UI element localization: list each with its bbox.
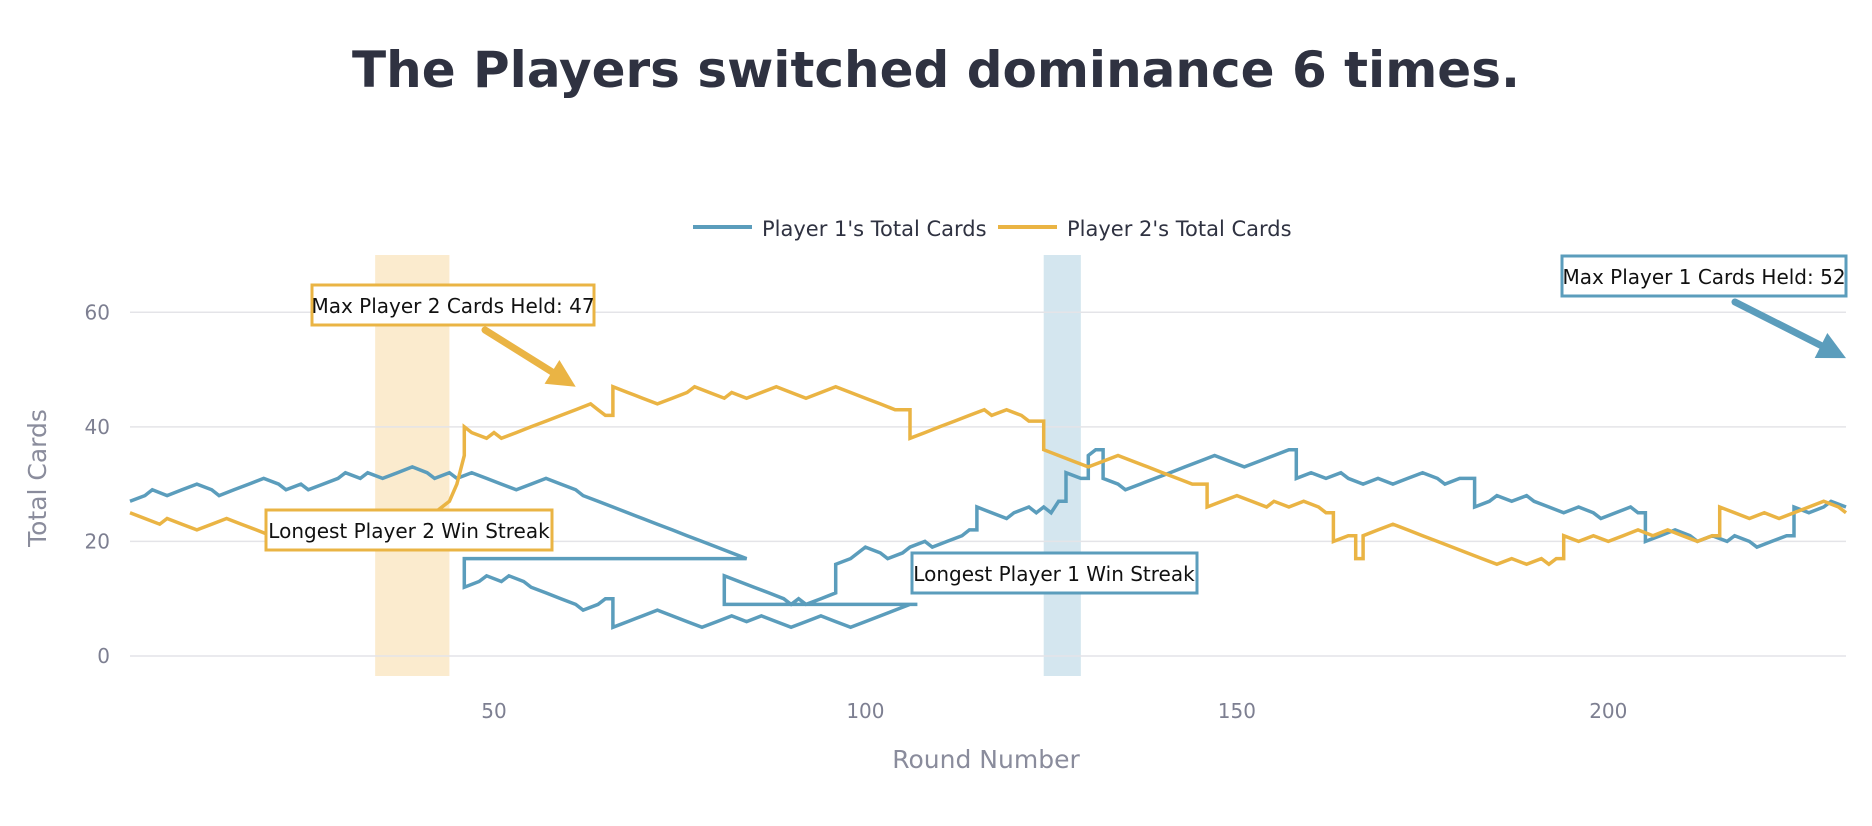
legend-label-player2: Player 2's Total Cards (1067, 217, 1292, 241)
x-tick-label: 200 (1589, 699, 1627, 723)
x-tick-label: 150 (1218, 699, 1256, 723)
series-line-player1 (129, 447, 1847, 630)
annotation-box (310, 283, 596, 327)
annotation-box (264, 508, 554, 552)
arrow-head (1814, 332, 1846, 359)
y-axis-title: Total Cards (23, 409, 52, 548)
y-tick-label: 40 (85, 415, 110, 439)
annotation-text: Max Player 2 Cards Held: 47 (311, 294, 594, 318)
x-axis-title: Round Number (892, 745, 1080, 774)
annotation-text: Longest Player 2 Win Streak (268, 519, 550, 543)
legend-label-player1: Player 1's Total Cards (762, 217, 987, 241)
annotation-arrow-player1 (1731, 298, 1846, 359)
legend: Player 1's Total Cards Player 2's Total … (693, 217, 1292, 241)
x-axis: 50 100 150 200 Round Number (481, 699, 1627, 774)
highlight-band-player1-streak (1043, 255, 1081, 676)
y-axis: 0 20 40 60 Total Cards (23, 300, 110, 668)
annotation-max-player2: Max Player 2 Cards Held: 47 (310, 283, 596, 327)
annotation-box (1560, 254, 1848, 298)
annotation-arrow-player2 (481, 326, 576, 387)
y-tick-label: 0 (97, 644, 110, 668)
y-tick-label: 20 (85, 529, 110, 553)
x-tick-label: 100 (846, 699, 884, 723)
arrow-shaft (1731, 298, 1825, 349)
y-tick-label: 60 (85, 300, 110, 324)
arrow-shaft (481, 326, 556, 376)
annotation-box (910, 551, 1199, 595)
annotation-player1-win-streak: Longest Player 1 Win Streak (910, 551, 1199, 595)
annotation-max-player1: Max Player 1 Cards Held: 52 (1560, 254, 1848, 298)
chart-title: The Players switched dominance 6 times. (352, 41, 1520, 99)
annotation-player2-win-streak: Longest Player 2 Win Streak (264, 508, 554, 552)
annotation-text: Longest Player 1 Win Streak (913, 562, 1195, 586)
arrow-head (544, 360, 576, 387)
annotation-text: Max Player 1 Cards Held: 52 (1562, 265, 1845, 289)
x-tick-label: 50 (481, 699, 506, 723)
